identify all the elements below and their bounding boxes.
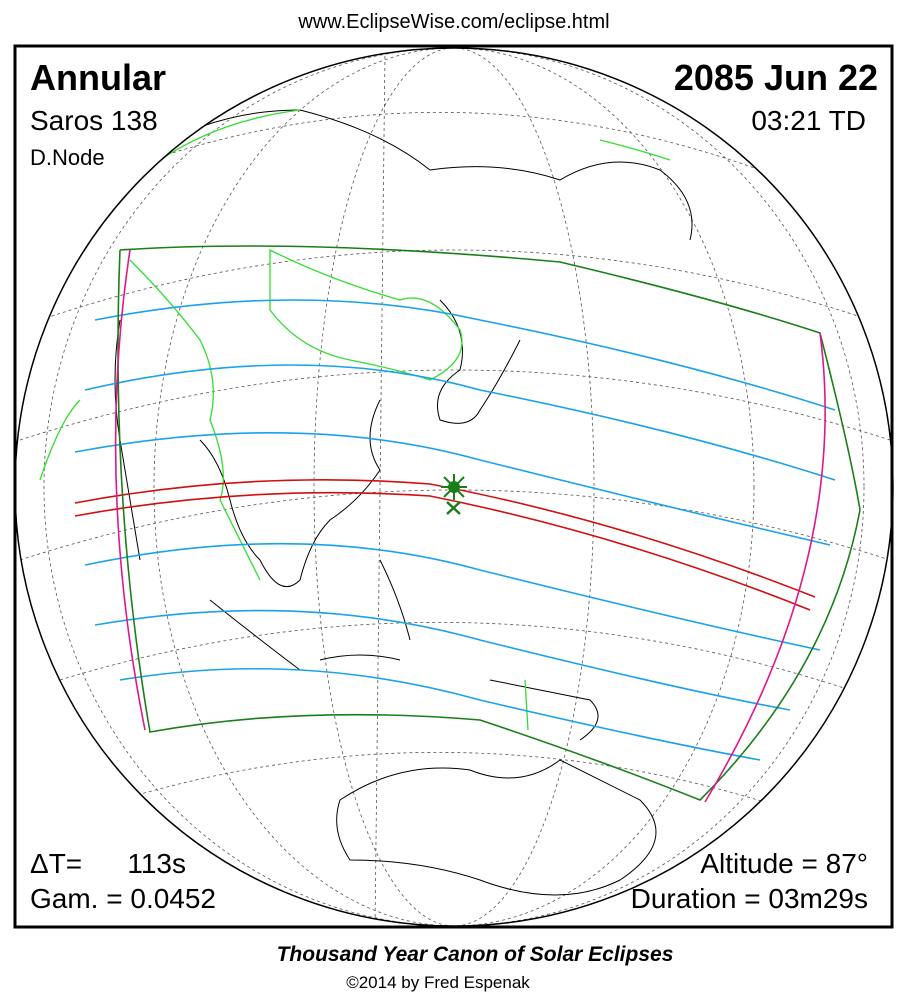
- footer-title: Thousand Year Canon of Solar Eclipses: [277, 943, 674, 966]
- date: 2085 Jun 22: [674, 57, 878, 98]
- credit: ©2014 by Fred Espenak: [346, 973, 530, 992]
- greatest-eclipse: [441, 474, 467, 515]
- node: D.Node: [30, 145, 105, 170]
- globe-outline: [14, 47, 894, 927]
- borders: [39, 109, 671, 731]
- eclipse-type: Annular: [30, 57, 166, 98]
- duration: Duration = 03m29s: [631, 883, 868, 914]
- delta-t-label: ΔT=: [30, 848, 82, 879]
- altitude: Altitude = 87°: [700, 848, 868, 879]
- globe-content: [19, 48, 891, 926]
- center-lines: [74, 245, 861, 803]
- time: 03:21 TD: [751, 105, 866, 136]
- gamma: Gam. = 0.0452: [30, 883, 216, 914]
- coastlines: [114, 109, 693, 896]
- delta-t: 113s: [127, 848, 186, 879]
- saros: Saros 138: [30, 105, 158, 136]
- url: www.EclipseWise.com/eclipse.html: [297, 11, 609, 33]
- graticule: [19, 48, 891, 926]
